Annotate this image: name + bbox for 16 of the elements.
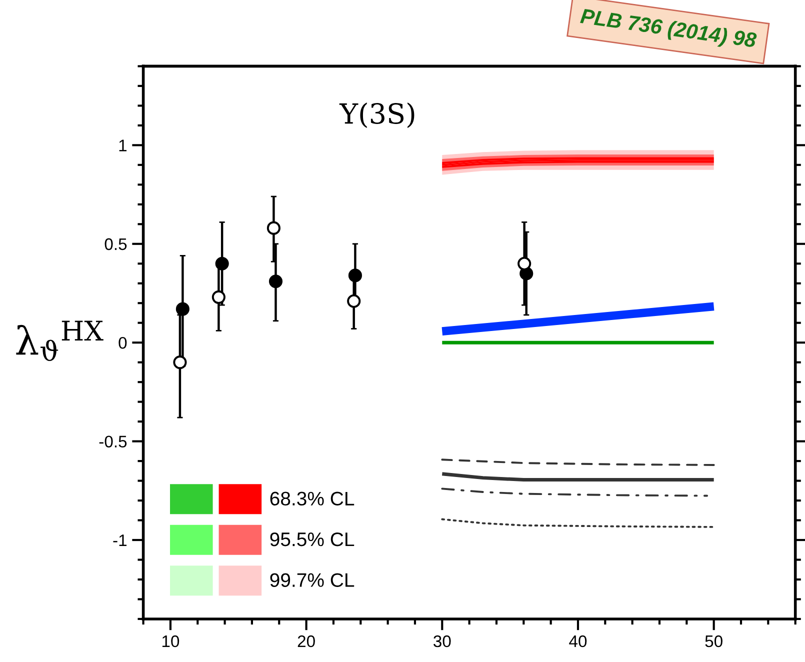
x-tick-label: 10 <box>162 635 180 648</box>
legend-label: 68.3% CL <box>270 492 354 506</box>
legend-label: 95.5% CL <box>270 532 354 546</box>
y-tick-label: -0.5 <box>99 436 127 448</box>
annotation: Υ(3S) <box>339 102 414 128</box>
x-tick-label: 30 <box>434 635 451 648</box>
text: PLB 736 (2014) 98 <box>579 8 758 52</box>
y-tick-label: 0 <box>118 336 127 349</box>
x-tick-label: 40 <box>569 635 587 648</box>
y-tick-label: -1 <box>113 534 127 546</box>
x-tick-label: 20 <box>298 635 315 648</box>
y-axis-title: λ$_{ϑ}$$^{HX}$ <box>16 320 104 362</box>
x-tick-label: 50 <box>705 635 722 648</box>
legend-label: 99.7% CL <box>270 573 354 587</box>
y-tick-label: 1 <box>119 140 127 152</box>
y-tick-label: 0.5 <box>104 238 127 250</box>
